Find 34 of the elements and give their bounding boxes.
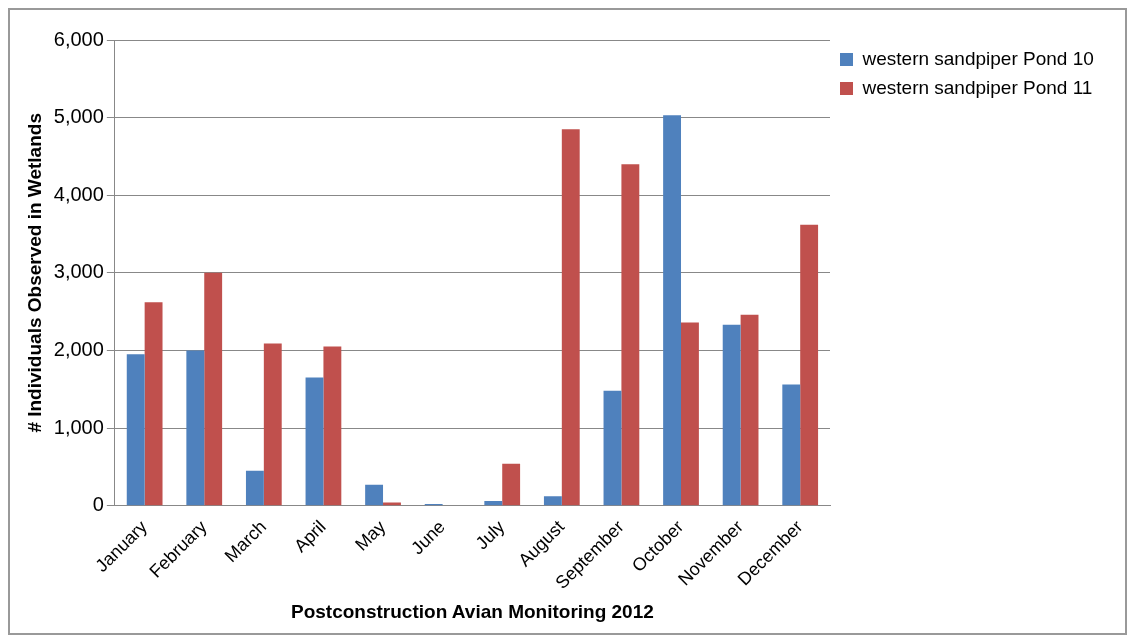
bar xyxy=(263,343,282,506)
bar xyxy=(561,129,580,506)
bar xyxy=(502,463,521,506)
bar xyxy=(204,272,223,506)
y-tick-label: 0 xyxy=(92,493,104,516)
bar xyxy=(305,377,324,506)
x-axis-title: Postconstruction Avian Monitoring 2012 xyxy=(291,600,654,622)
x-tick-label: July xyxy=(471,516,509,554)
bar xyxy=(543,496,562,506)
bar xyxy=(126,354,145,506)
y-tick-label: 2,000 xyxy=(53,337,104,360)
y-tick-label: 6,000 xyxy=(53,27,104,50)
legend-label: western sandpiper Pond 10 xyxy=(861,47,1094,69)
bar xyxy=(681,322,699,506)
bar xyxy=(365,484,384,506)
bar xyxy=(245,470,264,506)
bar xyxy=(144,302,163,506)
y-tick-label: 4,000 xyxy=(53,182,104,205)
y-tick-label: 3,000 xyxy=(53,260,104,283)
bar xyxy=(323,346,342,506)
legend-label: western sandpiper Pond 11 xyxy=(861,76,1093,98)
bar xyxy=(740,314,759,506)
y-tick-label: 1,000 xyxy=(53,415,104,438)
x-tick-label: May xyxy=(351,516,390,555)
bar xyxy=(722,324,741,506)
y-tick-label: 5,000 xyxy=(53,105,104,128)
bar xyxy=(603,390,622,506)
bar xyxy=(782,384,801,506)
y-axis-title: # Individuals Observed in Wetlands xyxy=(23,113,45,433)
bar xyxy=(800,224,819,506)
bar xyxy=(663,115,682,506)
bar xyxy=(621,164,640,506)
bar xyxy=(186,350,205,506)
bar xyxy=(484,501,503,506)
